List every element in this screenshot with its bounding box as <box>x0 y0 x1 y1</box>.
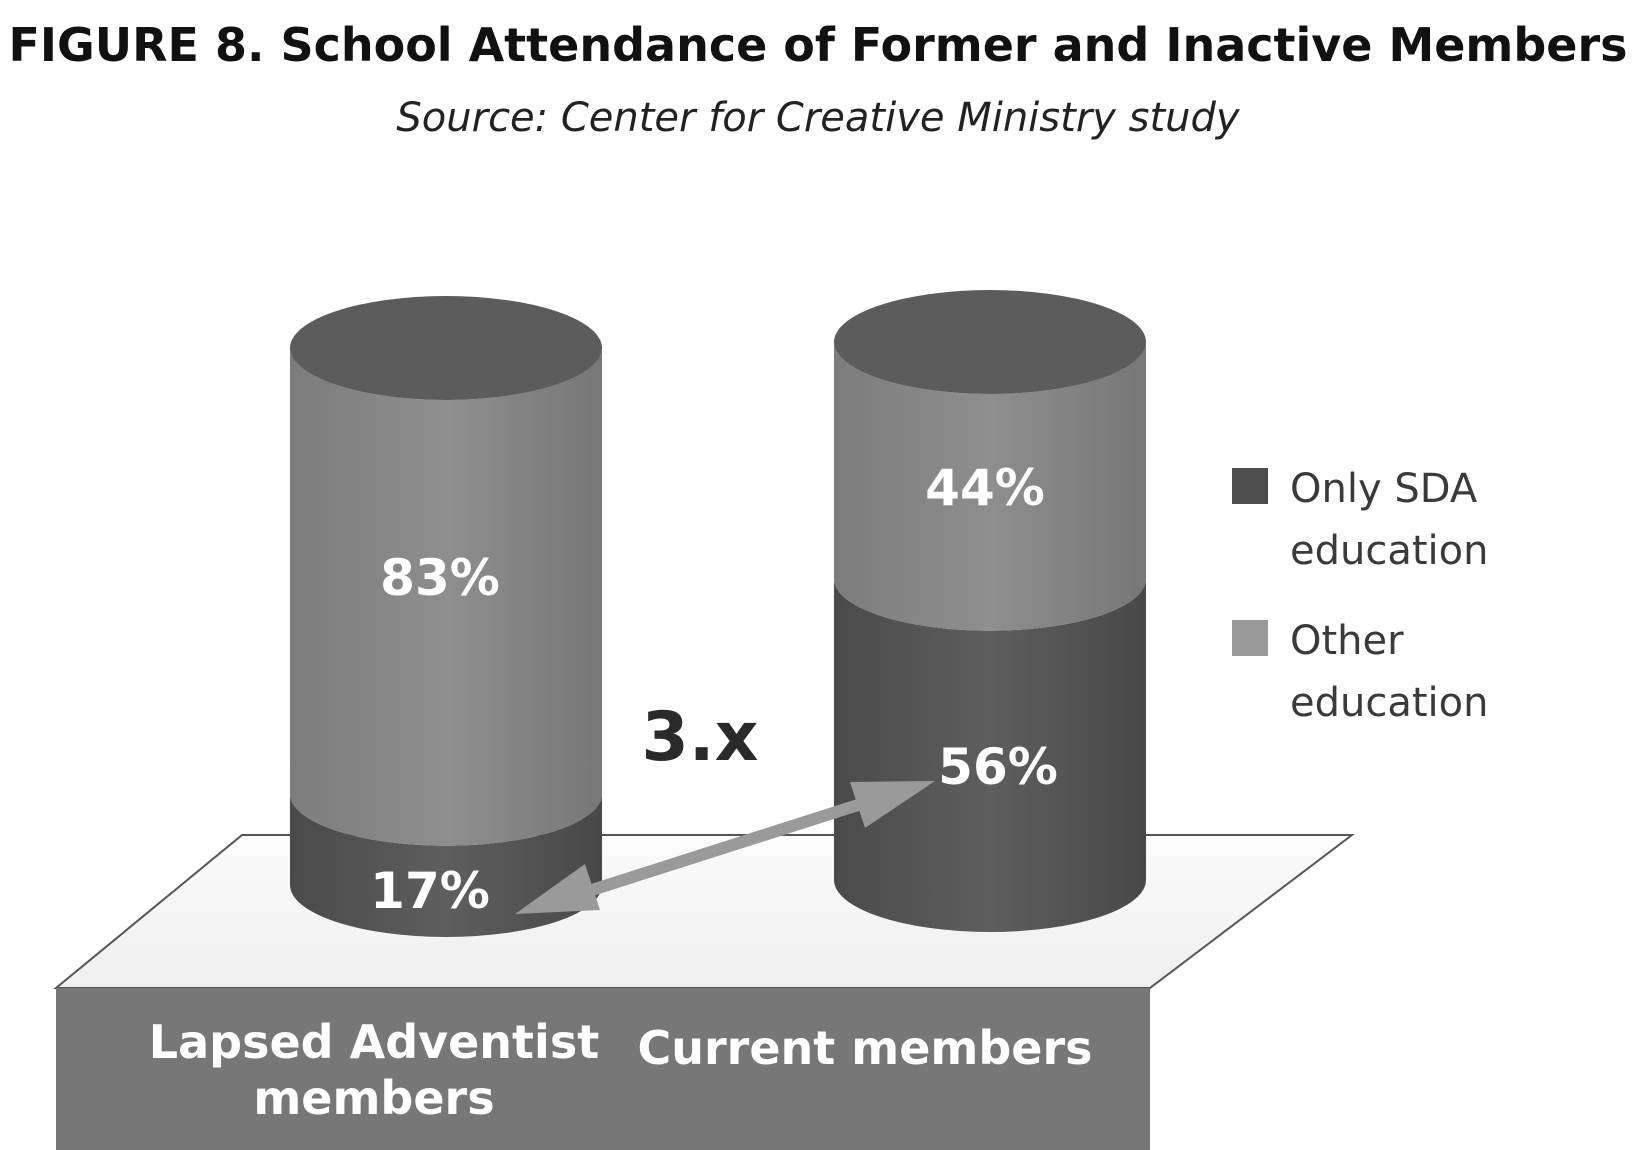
bar-top-cap-1 <box>834 290 1146 394</box>
data-label-only-sda-0: 17% <box>370 862 490 920</box>
platform-front <box>56 988 1150 1150</box>
chart-subtitle: Source: Center for Creative Ministry stu… <box>396 95 1240 141</box>
legend-item-only-sda: Only SDA education <box>1232 466 1488 574</box>
data-label-other-0: 83% <box>380 549 500 607</box>
legend-swatch-1 <box>1232 620 1268 656</box>
bars: 17% 83% 56% 44% <box>290 290 1146 937</box>
comparison-arrow <box>515 781 935 914</box>
bar-segment-only-sda-0 <box>290 793 602 937</box>
annotation-3x: 3.x <box>641 698 758 777</box>
bar-segment-other-1 <box>834 342 1146 631</box>
legend-label-1: Other education <box>1290 618 1488 726</box>
arrow-head-left <box>515 864 600 914</box>
category-label-1: Current members <box>637 1021 1092 1075</box>
bar-segment-other-0 <box>290 348 602 846</box>
bar-lapsed-adventist-members: 17% 83% <box>290 296 602 937</box>
platform <box>53 834 1355 1150</box>
data-label-other-1: 44% <box>925 459 1045 517</box>
bar-top-cap-0 <box>290 296 602 400</box>
legend-swatch-0 <box>1232 468 1268 504</box>
category-labels: Lapsed Adventist members Current members <box>149 1015 1093 1125</box>
legend-label-0: Only SDA education <box>1290 466 1488 574</box>
arrow-head-right <box>850 781 935 828</box>
legend-item-other: Other education <box>1232 618 1488 726</box>
bar-current-members: 56% 44% <box>834 290 1146 932</box>
bar-segment-only-sda-1 <box>834 578 1146 932</box>
chart-title: FIGURE 8. School Attendance of Former an… <box>8 18 1628 72</box>
data-label-only-sda-1: 56% <box>938 738 1058 796</box>
category-label-0: Lapsed Adventist members <box>149 1015 599 1125</box>
legend: Only SDA education Other education <box>1232 466 1488 726</box>
